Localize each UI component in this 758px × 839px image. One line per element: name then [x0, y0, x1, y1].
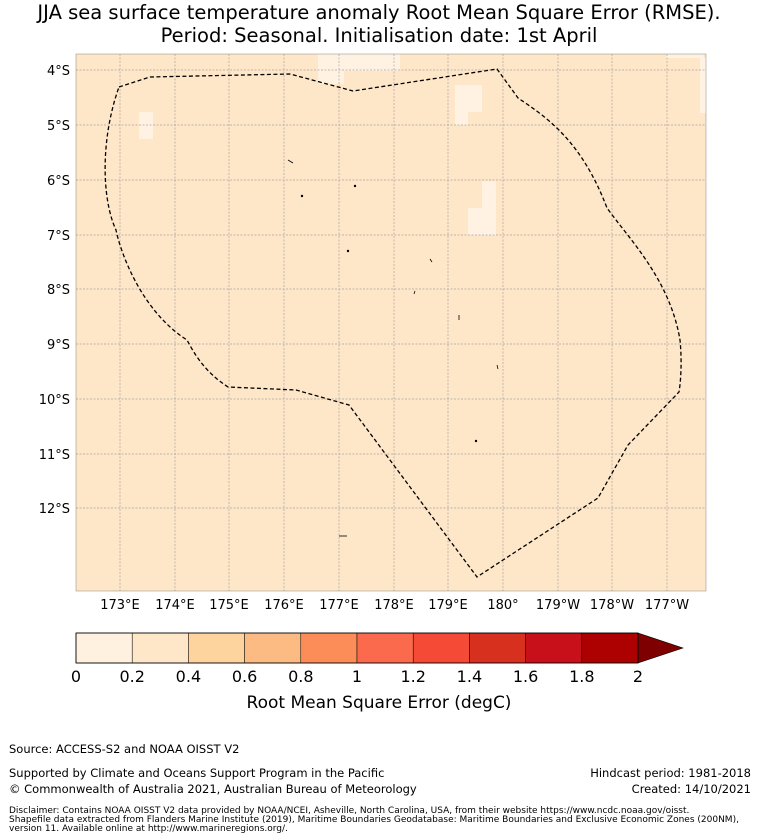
- colorbar-swatch: [581, 632, 639, 664]
- colorbar: 0 0.2 0.4 0.6 0.8 1 1.2 1.4 1.6 1.8 2: [71, 632, 684, 686]
- lat-label: 4°S: [47, 64, 70, 79]
- lat-label: 5°S: [47, 119, 70, 134]
- colorbar-tick-label: 1.2: [400, 667, 425, 686]
- lat-label: 11°S: [39, 448, 70, 463]
- colorbar-tick-label: 1.6: [513, 667, 538, 686]
- supported-by-text: Supported by Climate and Oceans Support …: [9, 766, 385, 780]
- hindcast-period-text: Hindcast period: 1981-2018: [590, 766, 751, 780]
- colorbar-tick-label: 1.4: [457, 667, 482, 686]
- colorbar-swatch: [469, 632, 526, 664]
- disclaimer-line1: Disclaimer: Contains NOAA OISST V2 data …: [9, 806, 690, 816]
- colorbar-tick-label: 0.2: [119, 667, 144, 686]
- longitude-axis: 173°E 174°E 175°E 176°E 177°E 178°E 179°…: [100, 598, 689, 613]
- map-panel: [75, 53, 707, 592]
- lat-label: 6°S: [47, 174, 70, 189]
- colorbar-frame: [75, 632, 639, 664]
- colorbar-ticks: 0 0.2 0.4 0.6 0.8 1 1.2 1.4 1.6 1.8 2: [71, 667, 643, 686]
- lon-label: 180°: [487, 598, 518, 613]
- lat-label: 12°S: [39, 502, 70, 517]
- lat-label: 8°S: [47, 283, 70, 298]
- sea-field: [76, 54, 706, 591]
- colorbar-tick-label: 0: [71, 667, 81, 686]
- latitude-axis: 4°S 5°S 6°S 7°S 8°S 9°S 10°S 11°S 12°S: [39, 64, 70, 517]
- colorbar-tick-label: 0.6: [232, 667, 257, 686]
- islands: [287, 159, 499, 537]
- graticule: [76, 54, 706, 591]
- colorbar-swatch: [525, 632, 583, 664]
- lon-label: 179°W: [536, 598, 580, 613]
- disclaimer-line3: version 11. Available online at http://w…: [9, 824, 288, 834]
- colorbar-tick-label: 0.8: [288, 667, 313, 686]
- colorbar-tick-label: 1.8: [569, 667, 594, 686]
- map-frame: [75, 53, 707, 592]
- colorbar-swatch: [412, 632, 470, 664]
- colorbar-tick-label: 2: [633, 667, 643, 686]
- eez-boundary: [104, 68, 682, 578]
- colorbar-label: Root Mean Square Error (degC): [246, 693, 512, 713]
- lon-label: 179°E: [428, 598, 468, 613]
- lat-label: 10°S: [39, 393, 70, 408]
- lon-label: 176°E: [264, 598, 304, 613]
- lon-label: 175°E: [209, 598, 249, 613]
- colorbar-swatch: [244, 632, 302, 664]
- lon-label: 177°W: [645, 598, 689, 613]
- lon-label: 177°E: [319, 598, 359, 613]
- copyright-text: © Commonwealth of Australia 2021, Austra…: [9, 782, 417, 796]
- source-text: Source: ACCESS-S2 and NOAA OISST V2: [9, 742, 240, 756]
- colorbar-swatch: [131, 632, 189, 664]
- created-date-text: Created: 14/10/2021: [631, 782, 751, 796]
- disclaimer-line2: Shapefile data extracted from Flanders M…: [9, 815, 739, 825]
- colorbar-tick-label: 0.4: [176, 667, 201, 686]
- colorbar-swatches: [75, 632, 639, 664]
- lon-label: 174°E: [155, 598, 195, 613]
- colorbar-extend-arrow: [637, 632, 684, 664]
- colorbar-swatch: [188, 632, 245, 664]
- colorbar-swatch: [356, 632, 414, 664]
- lon-label: 178°E: [374, 598, 414, 613]
- map-title-line1: JJA sea surface temperature anomaly Root…: [37, 1, 721, 24]
- colorbar-swatch: [300, 632, 358, 664]
- lon-label: 178°W: [590, 598, 634, 613]
- lat-label: 9°S: [47, 338, 70, 353]
- map-title-line2: Period: Seasonal. Initialisation date: 1…: [160, 24, 598, 47]
- lat-label: 7°S: [47, 229, 70, 244]
- colorbar-tick-label: 1: [352, 667, 362, 686]
- low-error-cells: [139, 54, 706, 235]
- colorbar-swatch: [75, 632, 133, 664]
- lon-label: 173°E: [100, 598, 140, 613]
